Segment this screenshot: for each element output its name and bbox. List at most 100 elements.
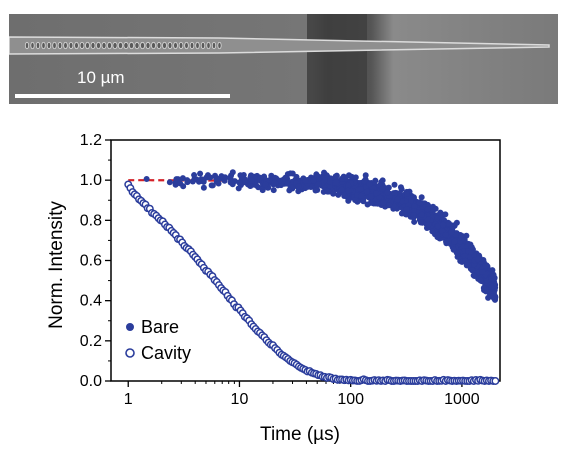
data-point-bare bbox=[324, 188, 331, 195]
data-point-bare bbox=[469, 267, 476, 274]
data-point-bare bbox=[477, 277, 484, 284]
data-point-bare bbox=[200, 184, 207, 191]
x-tick-label: 1000 bbox=[444, 391, 480, 408]
data-point-bare bbox=[357, 186, 364, 193]
data-point-bare bbox=[345, 187, 352, 194]
data-point-bare bbox=[386, 202, 393, 209]
pc-hole bbox=[156, 41, 162, 50]
data-point-bare bbox=[184, 177, 191, 184]
data-point-bare bbox=[488, 283, 495, 290]
data-point-bare bbox=[417, 219, 424, 226]
pc-hole bbox=[57, 41, 63, 50]
data-point-bare bbox=[262, 181, 269, 188]
data-point-bare bbox=[215, 180, 222, 187]
pc-hole bbox=[123, 41, 129, 50]
photonic-crystal-holes bbox=[24, 41, 222, 50]
data-point-bare bbox=[461, 237, 468, 244]
waveguide-taper bbox=[9, 36, 550, 55]
sem-background bbox=[9, 14, 558, 104]
pc-hole bbox=[96, 41, 101, 50]
data-point-bare bbox=[227, 175, 234, 182]
data-point-bare bbox=[352, 197, 359, 204]
pc-hole bbox=[206, 41, 211, 50]
data-point-bare bbox=[448, 229, 455, 236]
data-point-bare bbox=[364, 201, 371, 208]
data-point-bare bbox=[229, 169, 236, 176]
y-tick-label: 0.0 bbox=[80, 373, 102, 390]
data-point-bare bbox=[467, 249, 474, 256]
data-point-bare bbox=[321, 177, 328, 184]
data-point-bare bbox=[434, 215, 441, 222]
data-point-bare bbox=[271, 174, 278, 181]
pc-hole bbox=[35, 41, 41, 50]
pc-hole bbox=[173, 41, 178, 50]
sem-micrograph: 10 µm bbox=[9, 14, 558, 104]
data-point-bare bbox=[310, 177, 317, 184]
data-point-bare bbox=[248, 177, 255, 184]
data-point-bare bbox=[321, 169, 328, 176]
axes: 0.0 0.2 0.4 0.6 0.8 1.0 1.2 1 10 100 1000 bbox=[80, 132, 501, 408]
data-point-bare bbox=[411, 218, 418, 225]
data-point-bare bbox=[295, 188, 302, 195]
data-point-bare bbox=[490, 273, 497, 280]
pc-hole bbox=[184, 41, 189, 50]
x-axis-title: Time (µs) bbox=[260, 424, 340, 445]
data-point-bare bbox=[352, 174, 359, 181]
data-point-bare bbox=[403, 206, 410, 213]
pc-hole bbox=[46, 41, 52, 50]
data-point-bare bbox=[461, 253, 468, 260]
data-point-bare bbox=[470, 272, 477, 279]
cavity-series bbox=[124, 180, 500, 385]
data-point-bare bbox=[236, 179, 243, 186]
data-point-bare bbox=[195, 178, 202, 185]
data-point-bare bbox=[366, 181, 373, 188]
pc-hole bbox=[68, 41, 74, 50]
data-point-bare bbox=[418, 194, 425, 201]
pc-hole bbox=[217, 41, 222, 50]
data-point-bare bbox=[453, 219, 460, 226]
data-point-bare bbox=[345, 182, 352, 189]
data-point-bare bbox=[191, 172, 198, 179]
data-point-bare bbox=[445, 238, 452, 245]
pc-hole bbox=[52, 41, 57, 50]
pc-hole bbox=[74, 41, 79, 50]
data-point-bare bbox=[391, 181, 398, 188]
data-point-bare bbox=[362, 172, 369, 179]
data-point-bare bbox=[333, 179, 340, 186]
data-point-bare bbox=[361, 178, 368, 185]
data-point-bare bbox=[374, 200, 381, 207]
data-point-bare bbox=[450, 246, 457, 253]
data-point-bare bbox=[439, 221, 446, 228]
data-point-bare bbox=[238, 174, 245, 181]
decay-chart: 0.0 0.2 0.4 0.6 0.8 1.0 1.2 1 10 100 1000 Bare Cav… bbox=[46, 132, 501, 445]
data-point-bare bbox=[368, 193, 375, 200]
data-point-bare bbox=[404, 191, 411, 198]
pc-hole bbox=[195, 41, 200, 50]
data-point-bare bbox=[433, 232, 440, 239]
data-point-bare bbox=[410, 212, 417, 219]
y-axis-title: Norm. Intensity bbox=[46, 201, 67, 329]
y-tick-label: 0.8 bbox=[80, 212, 102, 229]
data-point-bare bbox=[166, 179, 173, 186]
data-point-bare bbox=[399, 198, 406, 205]
pc-hole bbox=[85, 41, 90, 50]
data-point-bare bbox=[222, 174, 229, 181]
y-tick-label: 0.2 bbox=[80, 333, 102, 350]
data-point-bare bbox=[338, 175, 345, 182]
data-point-bare bbox=[408, 197, 415, 204]
data-point-bare bbox=[315, 181, 322, 188]
x-tick-label: 1 bbox=[124, 391, 133, 408]
data-point-bare bbox=[302, 177, 309, 184]
data-point-bare bbox=[474, 256, 481, 263]
data-point-bare bbox=[213, 176, 220, 183]
data-point-bare bbox=[358, 192, 365, 199]
pc-hole bbox=[41, 41, 46, 50]
bare-series bbox=[143, 169, 499, 303]
data-point-bare bbox=[446, 220, 453, 227]
data-point-bare bbox=[363, 188, 370, 195]
data-point-bare bbox=[332, 173, 339, 180]
data-point-bare bbox=[286, 187, 293, 194]
data-point-bare bbox=[429, 228, 436, 235]
sem-dark-band bbox=[307, 14, 367, 104]
data-point-bare bbox=[451, 238, 458, 245]
